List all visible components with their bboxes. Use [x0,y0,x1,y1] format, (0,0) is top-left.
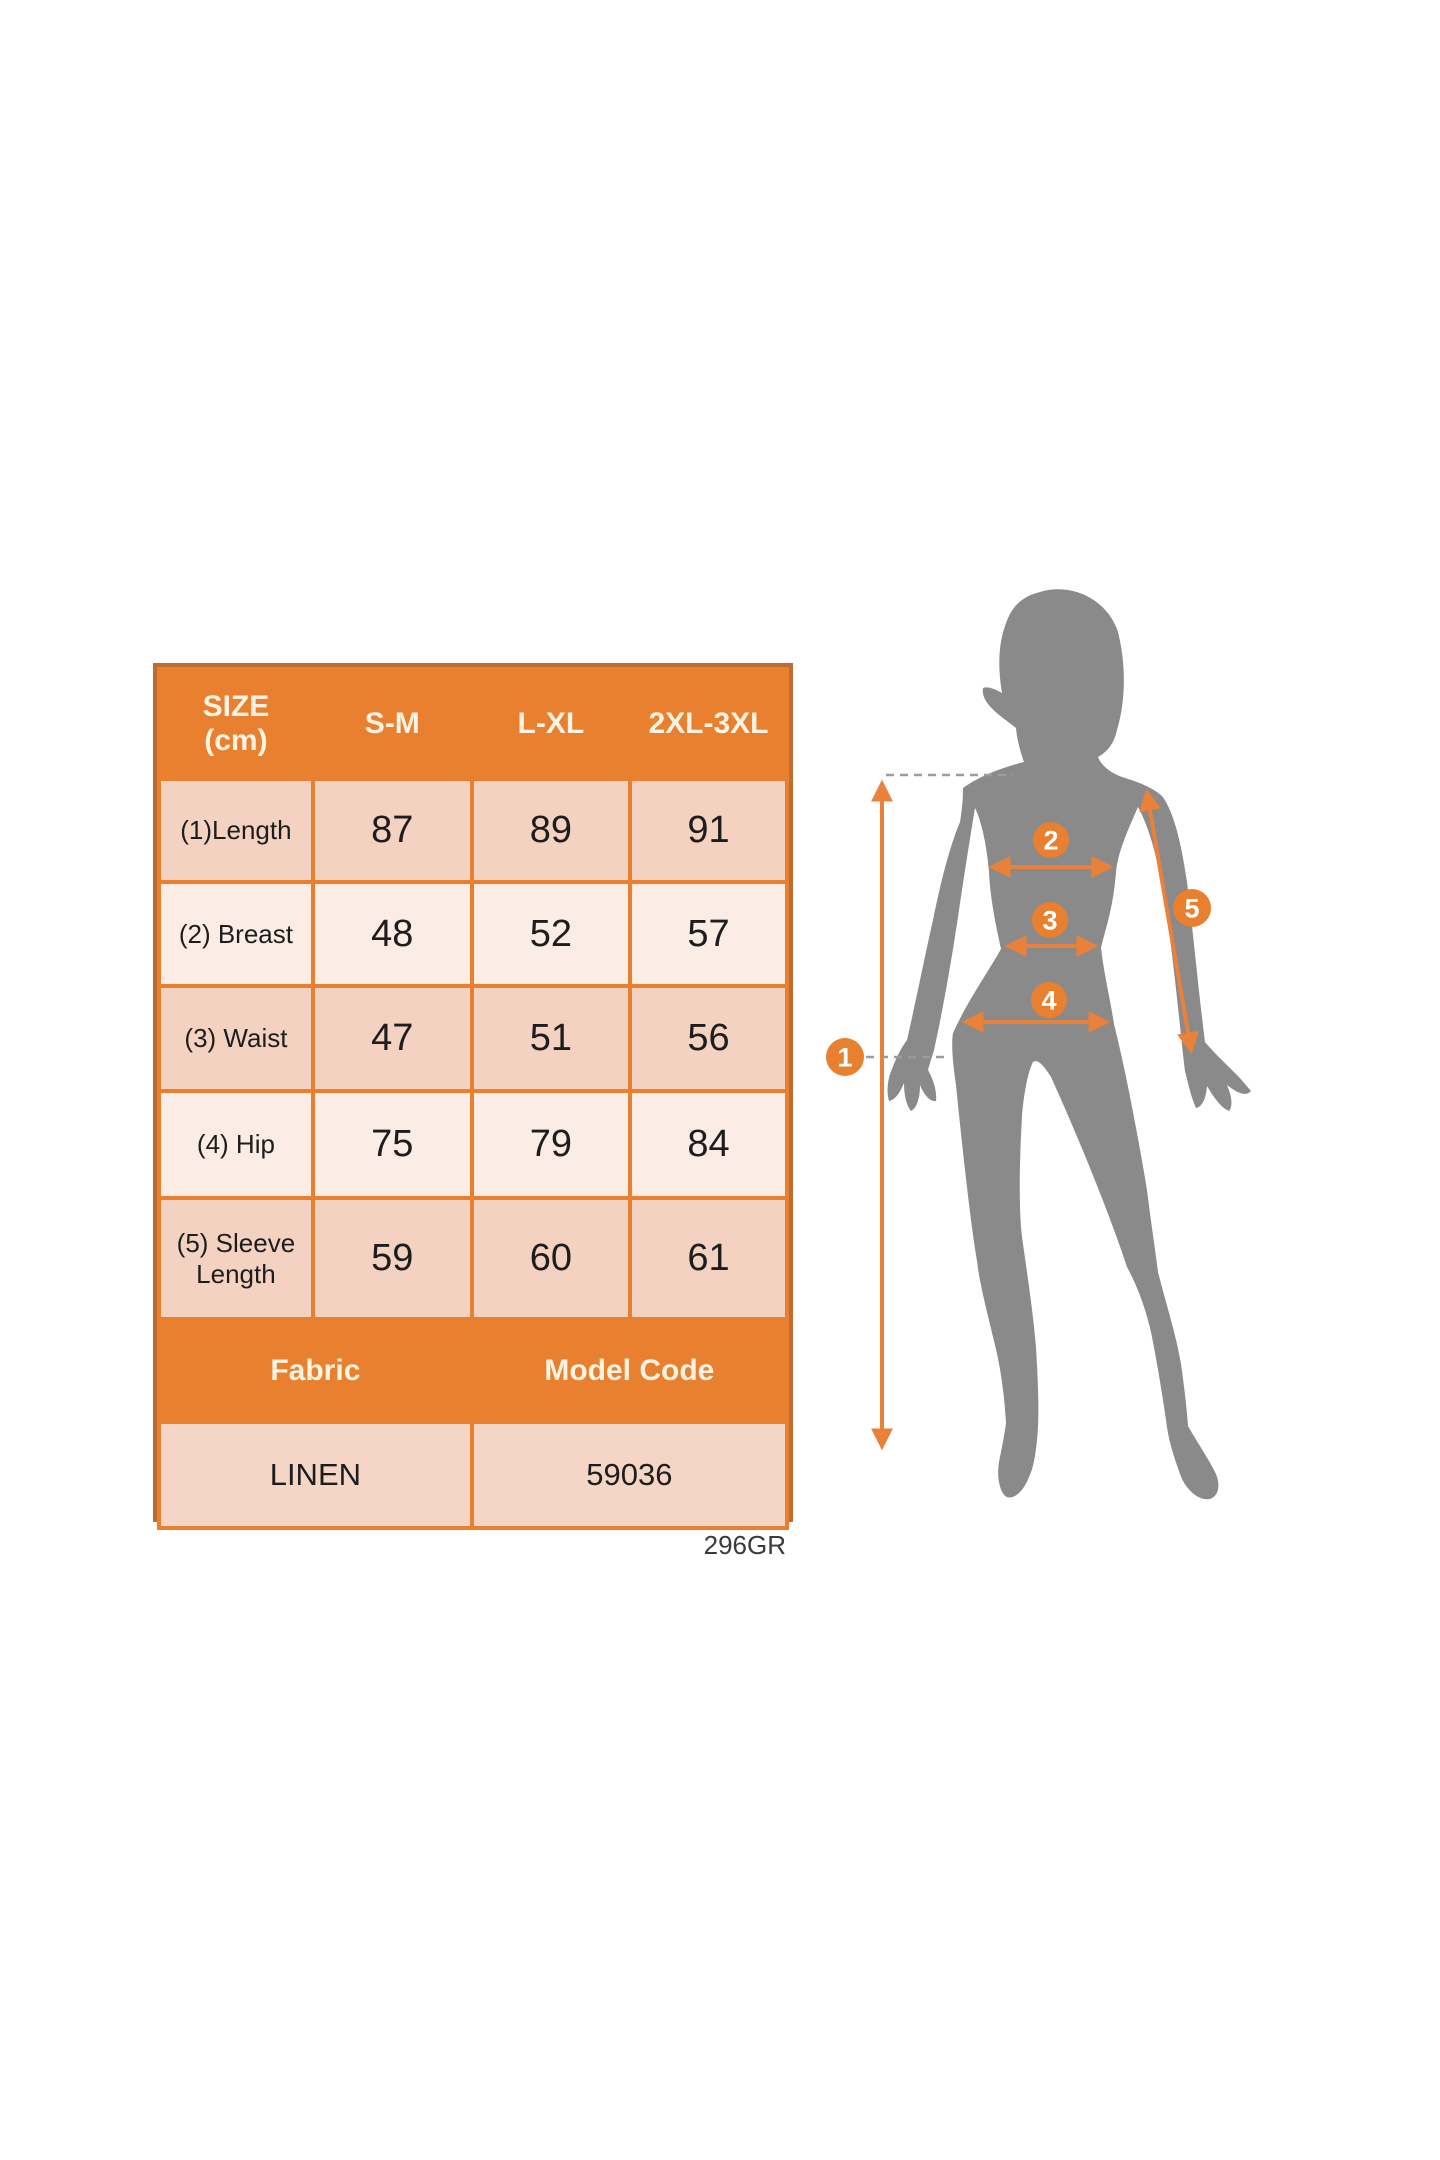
measurement-value: 91 [627,777,790,884]
marker-1-badge: 1 [826,1038,864,1076]
col-header-size-cm: SIZE (cm) [157,667,315,781]
model-code-value: 59036 [469,1420,790,1530]
measurement-value: 56 [627,984,790,1093]
measurement-label: (5) Sleeve Length [157,1196,315,1321]
measurement-label: (1)Length [157,777,315,884]
size-table: SIZE (cm) S-M L-XL 2XL-3XL (1)Length 87 … [157,667,790,1530]
measurement-value: 48 [310,880,474,988]
table-row-waist: (3) Waist 47 51 56 [157,984,790,1093]
measurement-value: 52 [469,880,632,988]
marker-5-label: 5 [1184,894,1199,924]
marker-2-badge: 2 [1033,822,1069,858]
fabric-value: LINEN [157,1420,474,1530]
measurement-value: 51 [469,984,632,1093]
measurement-value: 84 [627,1089,790,1200]
measurement-value: 60 [469,1196,632,1321]
table-footer-header-row: Fabric Model Code [157,1317,790,1424]
measurement-value: 87 [310,777,474,884]
measurement-label: (2) Breast [157,880,315,988]
measurement-label: (4) Hip [157,1089,315,1200]
marker-3-badge: 3 [1032,902,1068,938]
table-row-hip: (4) Hip 75 79 84 [157,1089,790,1200]
measurement-value: 75 [310,1089,474,1200]
measurement-value: 61 [627,1196,790,1321]
female-silhouette [887,589,1251,1500]
marker-5-badge: 5 [1173,889,1211,927]
marker-1-label: 1 [837,1043,852,1073]
table-header-row: SIZE (cm) S-M L-XL 2XL-3XL [157,667,790,781]
table-footer-value-row: LINEN 59036 [157,1420,790,1530]
size-label-line1: SIZE [202,690,270,724]
table-row-breast: (2) Breast 48 52 57 [157,880,790,988]
col-header-2xl-3xl: 2XL-3XL [627,667,790,781]
measurement-value: 89 [469,777,632,884]
marker-3-label: 3 [1042,906,1057,936]
measurement-label: (3) Waist [157,984,315,1093]
col-header-l-xl: L-XL [469,667,632,781]
size-label-line2: (cm) [204,724,268,757]
sleeve-arrow [1139,788,1199,1055]
table-row-length: (1)Length 87 89 91 [157,777,790,884]
measurement-value: 47 [310,984,474,1093]
body-measurement-diagram: 1 2 3 4 5 [826,589,1251,1500]
model-code-header: Model Code [469,1317,790,1424]
measurement-value: 57 [627,880,790,988]
measurement-value: 59 [310,1196,474,1321]
marker-4-label: 4 [1041,986,1056,1016]
marker-2-label: 2 [1043,826,1058,856]
marker-4-badge: 4 [1031,982,1067,1018]
col-header-s-m: S-M [310,667,474,781]
table-row-sleeve-length: (5) Sleeve Length 59 60 61 [157,1196,790,1321]
weight-note: 296GR [703,1530,786,1560]
measurement-value: 79 [469,1089,632,1200]
fabric-header: Fabric [157,1317,474,1424]
size-chart-table: SIZE (cm) S-M L-XL 2XL-3XL (1)Length 87 … [153,663,793,1530]
